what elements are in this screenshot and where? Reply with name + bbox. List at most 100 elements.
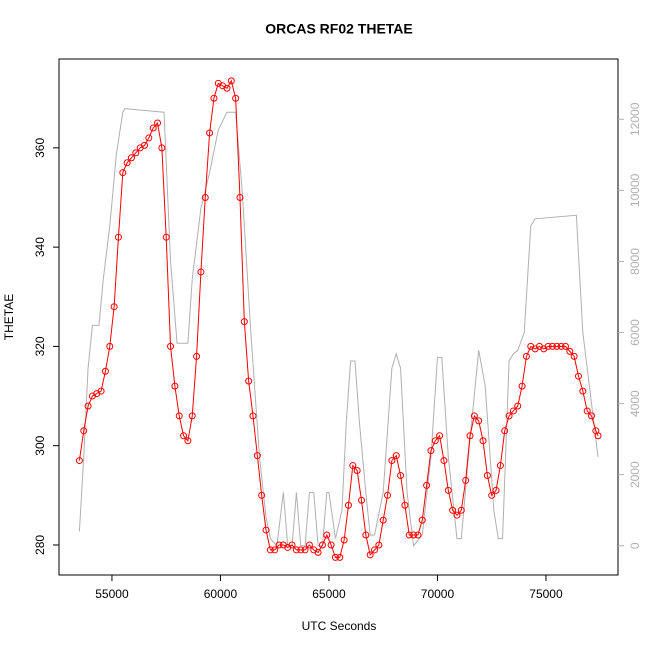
data-point [193, 352, 201, 360]
data-point [201, 193, 209, 201]
x-tick-label: 65000 [312, 587, 346, 601]
data-point [392, 452, 400, 460]
data-point [171, 382, 179, 390]
data-point [427, 447, 435, 455]
data-point [149, 124, 157, 132]
data-point [188, 412, 196, 420]
data-point [423, 481, 431, 489]
data-point [249, 412, 257, 420]
data-point [479, 437, 487, 445]
data-point [453, 511, 461, 519]
data-point [275, 541, 283, 549]
data-point [227, 77, 235, 85]
data-point [548, 342, 556, 350]
data-point [305, 541, 313, 549]
data-point [132, 149, 140, 157]
data-point [405, 531, 413, 539]
data-point [162, 233, 170, 241]
data-point [323, 531, 331, 539]
data-point [492, 486, 500, 494]
data-point [210, 94, 218, 102]
data-point [553, 342, 561, 350]
data-point [127, 154, 135, 162]
data-point [84, 402, 92, 410]
y2-tick-label: 10000 [628, 173, 642, 207]
data-point [397, 471, 405, 479]
data-point [145, 134, 153, 142]
data-point [594, 432, 602, 440]
plot-box [58, 58, 619, 576]
data-point [401, 501, 409, 509]
data-point [579, 387, 587, 395]
data-point [292, 546, 300, 554]
data-point [483, 471, 491, 479]
data-point [119, 169, 127, 177]
data-point [327, 541, 335, 549]
data-point [414, 531, 422, 539]
data-point [501, 427, 509, 435]
data-point [158, 144, 166, 152]
data-point [106, 342, 114, 350]
data-point [371, 546, 379, 554]
data-point [314, 548, 322, 556]
data-point [418, 516, 426, 524]
y2-tick-label: 0 [628, 542, 642, 549]
data-point [114, 233, 122, 241]
data-point [97, 387, 105, 395]
data-point [561, 342, 569, 350]
data-point [101, 367, 109, 375]
x-tick-label: 70000 [421, 587, 455, 601]
data-point [236, 193, 244, 201]
data-point [514, 402, 522, 410]
data-point [379, 516, 387, 524]
data-point [167, 342, 175, 350]
data-point [466, 432, 474, 440]
data-point [431, 437, 439, 445]
data-point [245, 377, 253, 385]
x-axis-label: UTC Seconds [302, 619, 377, 633]
data-point [301, 546, 309, 554]
chart-title: ORCAS RF02 THETAE [265, 21, 413, 37]
x-tick-label: 75000 [529, 587, 563, 601]
y-axis-label: THETAE [2, 294, 16, 340]
data-point [297, 546, 305, 554]
data-point [575, 372, 583, 380]
series-line [78, 108, 599, 547]
data-point [223, 84, 231, 92]
data-point [232, 94, 240, 102]
y-tick-label: 300 [33, 435, 47, 455]
data-point [358, 496, 366, 504]
data-point [557, 342, 565, 350]
y-tick-label: 340 [33, 237, 47, 257]
data-point [336, 553, 344, 561]
data-point [331, 553, 339, 561]
data-point [522, 352, 530, 360]
x-tick-label: 55000 [95, 587, 129, 601]
data-point [75, 457, 83, 465]
y2-tick-label: 4000 [628, 390, 642, 417]
data-point [410, 531, 418, 539]
data-point [206, 129, 214, 137]
data-point [266, 546, 274, 554]
data-point [362, 531, 370, 539]
data-point [470, 412, 478, 420]
data-point [110, 303, 118, 311]
data-point [366, 551, 374, 559]
data-point [440, 457, 448, 465]
data-point [154, 119, 162, 127]
x-tick-label: 60000 [204, 587, 238, 601]
data-point [262, 526, 270, 534]
data-point [544, 342, 552, 350]
data-point [271, 546, 279, 554]
data-point [570, 352, 578, 360]
y2-tick-label: 2000 [628, 461, 642, 488]
data-point [184, 437, 192, 445]
data-point [340, 536, 348, 544]
data-point [175, 412, 183, 420]
data-point [349, 462, 357, 470]
data-point [588, 412, 596, 420]
data-point [240, 318, 248, 326]
data-point [197, 268, 205, 276]
data-point [436, 432, 444, 440]
